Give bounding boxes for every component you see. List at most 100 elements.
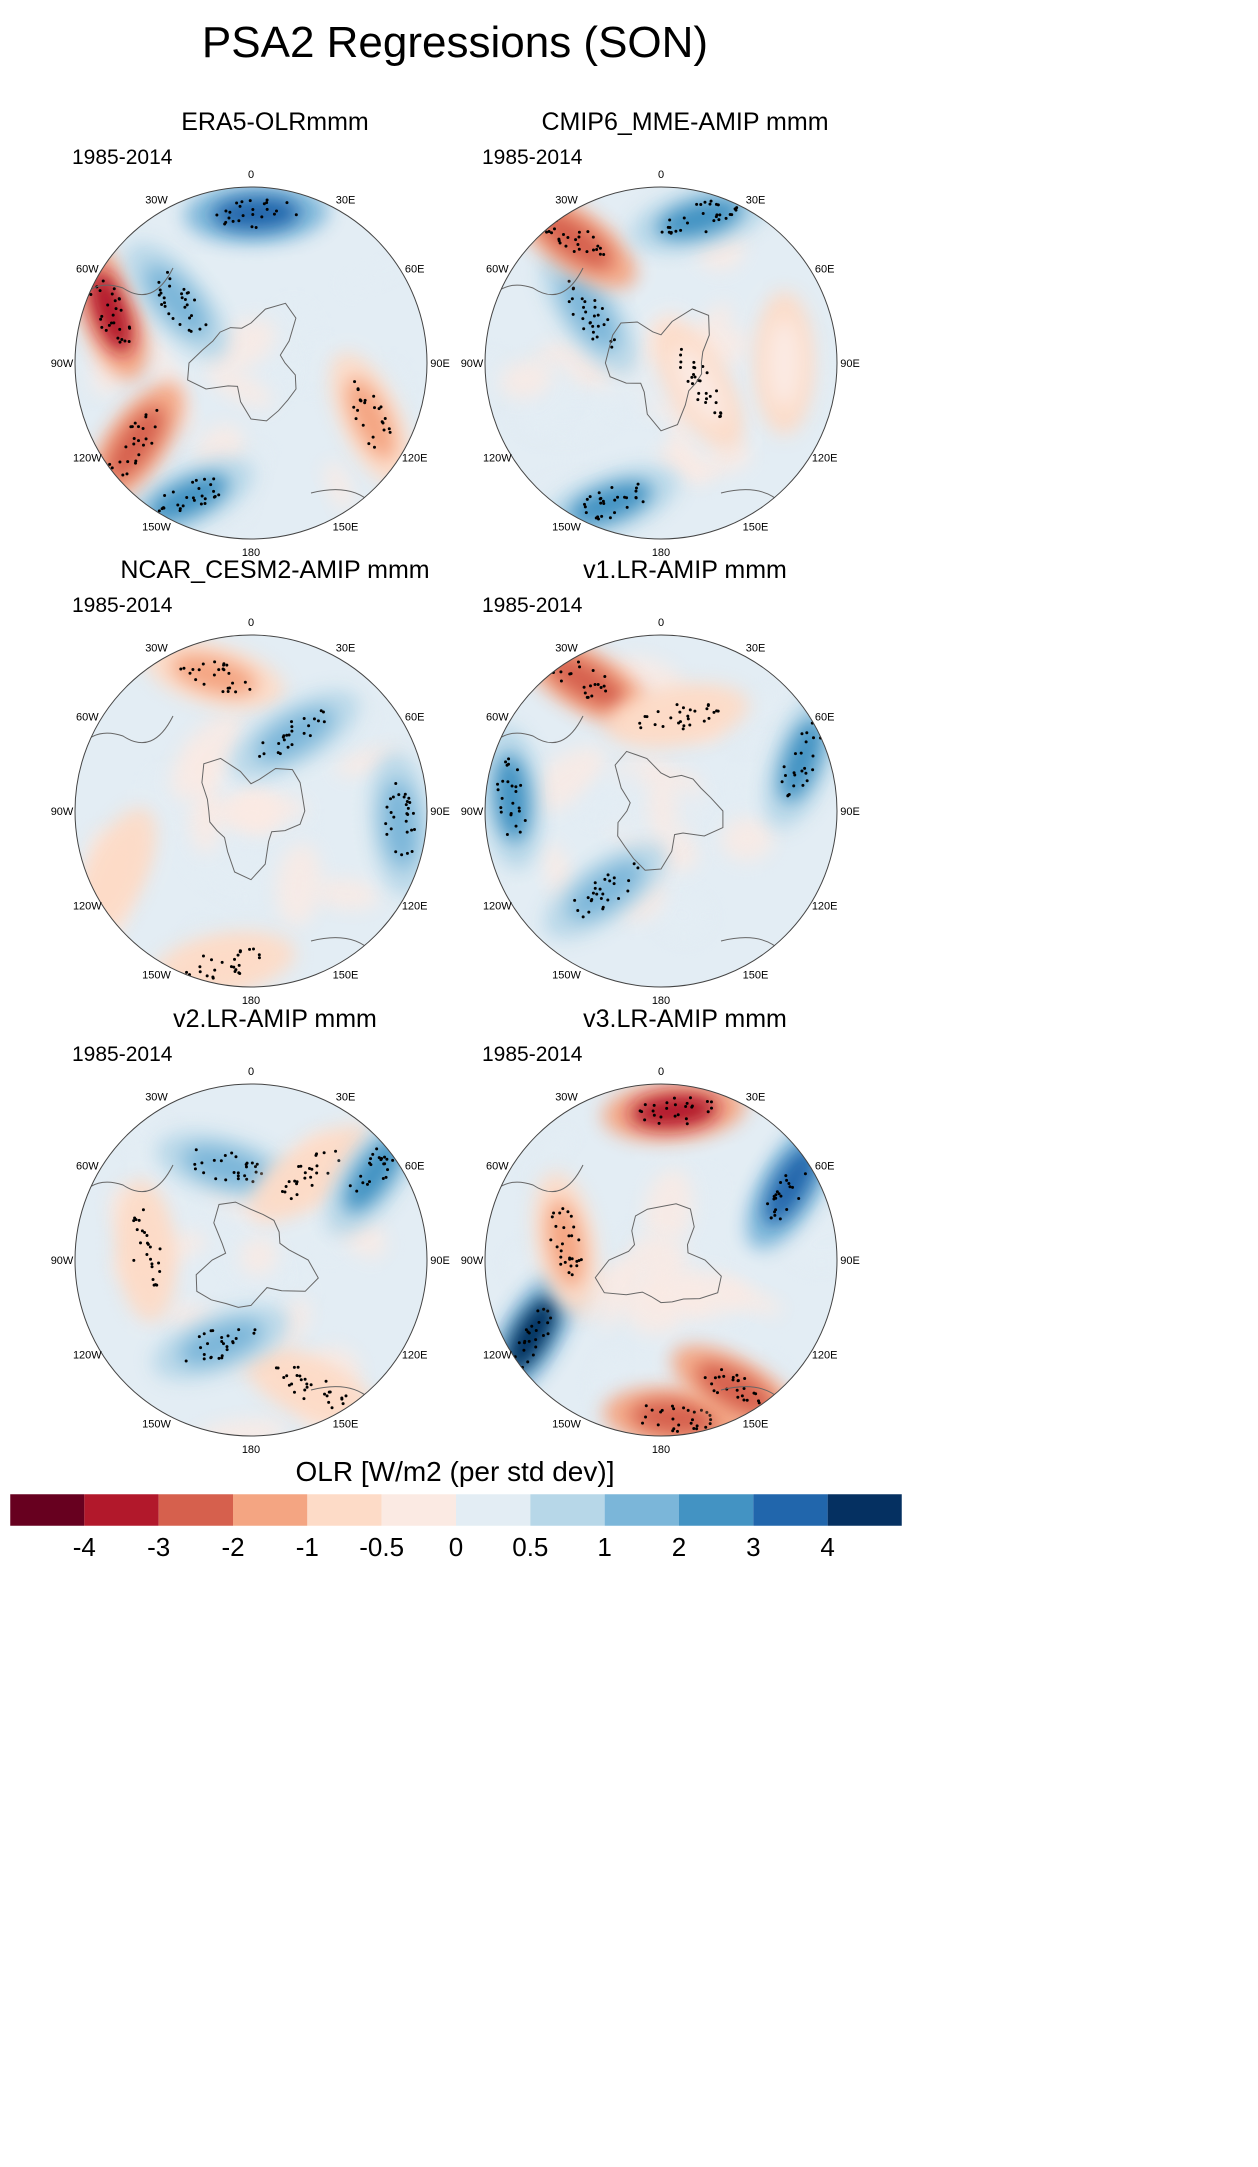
stipple-dot xyxy=(137,439,141,443)
stipple-dot xyxy=(598,246,602,250)
stipple-dot xyxy=(201,662,205,666)
stipple-dot xyxy=(735,1388,739,1392)
background-anomaly xyxy=(583,768,645,818)
stipple-dot xyxy=(193,298,197,302)
stipple-dot xyxy=(308,734,312,738)
longitude-label: 60E xyxy=(815,1161,835,1173)
stipple-dot xyxy=(379,1158,383,1162)
stipple-dot xyxy=(567,300,571,304)
stipple-dot xyxy=(599,896,603,900)
stipple-dot xyxy=(804,740,808,744)
stipple-dot xyxy=(191,496,195,500)
stipple-dot xyxy=(743,1377,747,1381)
stipple-dot xyxy=(101,279,105,283)
stipple-dot xyxy=(361,423,365,427)
panel-cmip6-mme: CMIP6_MME-AMIP mmm 1985-2014 0 30E 60E 90E 1… xyxy=(461,108,890,559)
stipple-dot xyxy=(141,1208,145,1212)
stipple-dot xyxy=(194,1148,198,1152)
stipple-dot xyxy=(181,504,185,508)
stipple-dot xyxy=(671,1417,675,1421)
stipple-dot xyxy=(708,202,712,206)
stipple-dot xyxy=(287,733,291,737)
stipple-dot xyxy=(567,1271,571,1275)
stipple-dot xyxy=(112,321,116,325)
stipple-dot xyxy=(224,1178,228,1182)
stipple-dot xyxy=(623,495,627,499)
stipple-dot xyxy=(705,371,709,375)
longitude-label: 180 xyxy=(242,547,260,559)
stipple-dot xyxy=(282,1376,286,1380)
stipple-dot xyxy=(517,1341,521,1345)
anomaly-pos-east-atlantic xyxy=(696,1363,775,1417)
stipple-dot xyxy=(377,407,381,411)
stipple-dot xyxy=(582,502,586,506)
stipple-dot xyxy=(553,656,557,660)
stipple-dot xyxy=(361,1181,365,1185)
stipple-dot xyxy=(625,505,629,509)
stipple-dot xyxy=(287,1180,291,1184)
stipple-dot xyxy=(295,1182,299,1186)
stipple-dot xyxy=(710,1106,714,1110)
stipple-dot xyxy=(679,360,683,364)
longitude-label: 0 xyxy=(248,169,254,181)
stipple-dot xyxy=(383,417,387,421)
stipple-pos-south-pacific xyxy=(638,1096,714,1126)
stipple-dot xyxy=(251,208,255,212)
longitude-label: 30W xyxy=(145,1091,168,1103)
stipple-dot xyxy=(133,1216,137,1220)
longitude-label: 150E xyxy=(333,1419,359,1431)
stipple-dot xyxy=(260,215,264,219)
panel-title: v2.LR-AMIP mmm xyxy=(173,1005,377,1033)
stipple-dot xyxy=(500,796,504,800)
stipple-dot xyxy=(568,672,572,676)
stipple-dot xyxy=(392,815,396,819)
stipple-dot xyxy=(557,237,561,241)
stipple-dot xyxy=(598,252,602,256)
stipple-dot xyxy=(571,312,575,316)
colorbar-swatch xyxy=(679,1494,754,1526)
stipple-dot xyxy=(636,866,640,870)
stipple-dot xyxy=(225,1348,229,1352)
stipple-dot xyxy=(341,1402,345,1406)
stipple-dot xyxy=(118,460,122,464)
stipple-dot xyxy=(238,949,242,953)
stipple-dot xyxy=(779,1194,783,1198)
stipple-dot xyxy=(334,1149,338,1153)
stipple-dot xyxy=(328,1390,332,1394)
stipple-dot xyxy=(221,1342,225,1346)
stipple-dot xyxy=(117,297,121,301)
stipple-dot xyxy=(570,1234,574,1238)
longitude-label: 150E xyxy=(743,1419,769,1431)
stipple-dot xyxy=(613,498,617,502)
colorbar-tick-label: 0.5 xyxy=(512,1532,548,1562)
anomaly-pos-atlantic xyxy=(269,1363,352,1412)
stipple-dot xyxy=(546,1309,550,1313)
stipple-dot xyxy=(692,360,696,364)
stipple-dot xyxy=(517,806,521,810)
stipple-dot xyxy=(659,1410,663,1414)
stipple-neg-pacific-band xyxy=(193,1148,264,1184)
stipple-dot xyxy=(506,762,510,766)
stipple-neg-indian-ocean xyxy=(384,782,416,857)
stipple-dot xyxy=(704,397,708,401)
stipple-dot xyxy=(356,388,360,392)
anomaly-pos-south-pacific xyxy=(630,1093,718,1129)
stipple-dot xyxy=(567,279,571,283)
colorbar-swatch xyxy=(381,1494,456,1526)
colorbar-tick-label: 1 xyxy=(597,1532,611,1562)
longitude-label: 180 xyxy=(242,995,260,1007)
stipple-dot xyxy=(574,238,578,242)
stipple-dot xyxy=(340,1397,344,1401)
stipple-dot xyxy=(253,1328,257,1332)
longitude-label: 90E xyxy=(840,806,860,818)
longitude-label: 150W xyxy=(552,970,581,982)
stipple-dot xyxy=(110,466,114,470)
stipple-dot xyxy=(735,1373,739,1377)
longitude-label: 120W xyxy=(483,901,512,913)
stipple-dot xyxy=(213,660,217,664)
antarctica-coastline xyxy=(187,302,297,422)
stipple-dot xyxy=(382,428,386,432)
stipple-dot xyxy=(527,1339,531,1343)
stipple-dot xyxy=(583,505,587,509)
stipple-dot xyxy=(385,832,389,836)
